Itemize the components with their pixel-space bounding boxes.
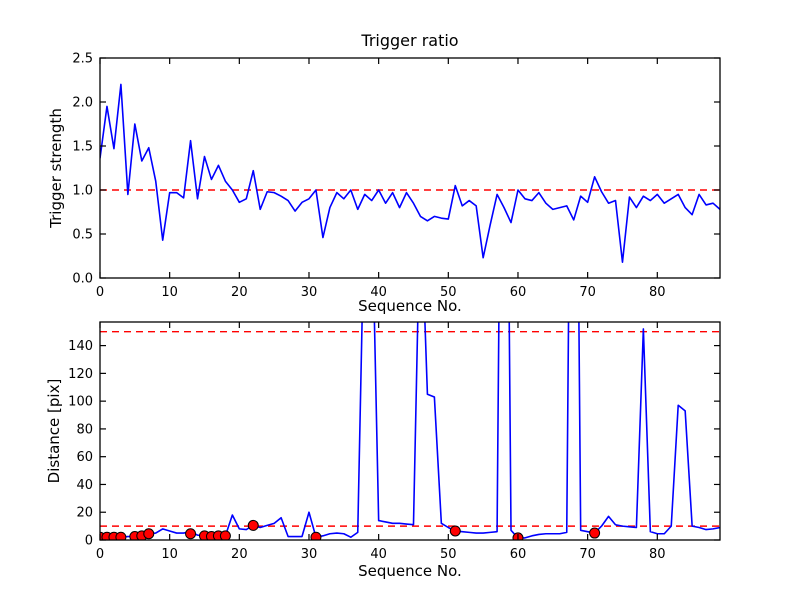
x-tick-label: 60: [510, 547, 527, 562]
x-tick-label: 20: [231, 285, 248, 300]
bottom-y-axis-label: Distance [pix]: [45, 378, 63, 484]
x-tick-label: 50: [440, 547, 457, 562]
y-tick-label: 120: [68, 367, 93, 382]
y-tick-label: 40: [76, 478, 93, 493]
event-marker: [589, 527, 601, 539]
y-tick-label: 140: [68, 339, 93, 354]
y-tick-label: 0: [85, 534, 93, 549]
x-tick-label: 20: [231, 547, 248, 562]
top-x-axis-label: Sequence No.: [358, 297, 462, 315]
x-tick-label: 50: [440, 285, 457, 300]
y-tick-label: 100: [68, 395, 93, 410]
chart-1-plot-group: [100, 322, 720, 540]
event-marker: [143, 528, 155, 540]
x-tick-label: 0: [96, 285, 104, 300]
y-tick-label: 80: [76, 422, 93, 437]
y-tick-label: 20: [76, 506, 93, 521]
x-tick-label: 10: [161, 285, 178, 300]
x-tick-label: 40: [370, 285, 387, 300]
y-tick-label: 2.5: [72, 52, 93, 67]
x-tick-label: 80: [649, 285, 666, 300]
chart-title: Trigger ratio: [361, 31, 459, 50]
chart-0-plot-group: [100, 83, 720, 263]
axes-frame: [99, 57, 721, 279]
event-marker: [219, 530, 231, 540]
x-tick-label: 30: [301, 547, 318, 562]
top-y-axis-label: Trigger strength: [47, 108, 65, 228]
x-tick-label: 70: [579, 547, 596, 562]
axes-frame: [99, 321, 721, 541]
event-marker: [449, 525, 461, 537]
y-tick-label: 0.5: [72, 228, 93, 243]
y-tick-label: 1.5: [72, 140, 93, 155]
x-tick-label: 10: [161, 547, 178, 562]
series-line: [100, 83, 720, 263]
bottom-x-axis-label: Sequence No.: [358, 562, 462, 580]
x-tick-label: 70: [579, 285, 596, 300]
event-marker: [185, 528, 197, 540]
event-marker: [247, 519, 259, 531]
y-tick-label: 1.0: [72, 184, 93, 199]
y-tick-label: 0.0: [72, 272, 93, 287]
y-tick-label: 60: [76, 450, 93, 465]
x-tick-label: 60: [510, 285, 527, 300]
x-tick-label: 0: [96, 547, 104, 562]
x-tick-label: 40: [370, 547, 387, 562]
event-marker: [115, 531, 127, 540]
x-tick-label: 30: [301, 285, 318, 300]
series-line: [100, 322, 720, 539]
x-tick-label: 80: [649, 547, 666, 562]
y-tick-label: 2.0: [72, 96, 93, 111]
event-marker: [310, 531, 322, 540]
